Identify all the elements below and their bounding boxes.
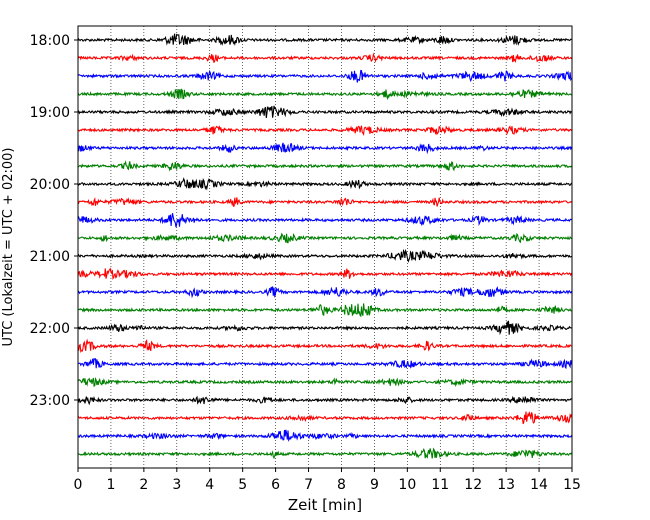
- x-tick-label: 3: [172, 477, 181, 493]
- trace-2115: [77, 267, 573, 280]
- x-tick-label: 5: [238, 477, 247, 493]
- x-tick-label: 0: [74, 477, 83, 493]
- x-tick-label: 4: [205, 477, 214, 493]
- trace-2330: [77, 429, 573, 442]
- trace-1915: [77, 125, 572, 137]
- trace-1815: [77, 52, 572, 63]
- trace-2345: [77, 447, 572, 460]
- x-tick-label: 14: [530, 477, 548, 493]
- x-axis-ticks: 0 1 2 3 4 5 6 7 8 9 10 11 12 13 14 15: [74, 468, 581, 493]
- trace-2300: [77, 395, 572, 406]
- trace-1845: [77, 88, 572, 101]
- trace-1945: [77, 160, 572, 172]
- plot-frame: [77, 25, 573, 469]
- y-axis-ticks: 18:00 19:00 20:00 21:00 22:00 23:00: [30, 33, 78, 409]
- trace-2315: [77, 411, 573, 425]
- x-tick-label: 2: [139, 477, 148, 493]
- trace-2215: [77, 338, 572, 353]
- y-tick-label: 18:00: [30, 33, 70, 49]
- trace-1800: [77, 33, 572, 46]
- trace-2130: [77, 286, 573, 299]
- trace-1930: [77, 142, 573, 155]
- x-tick-label: 1: [106, 477, 115, 493]
- y-tick-label: 22:00: [30, 321, 70, 337]
- trace-2000: [77, 177, 572, 191]
- y-axis-label: UTC (Lokalzeit = UTC + 02:00): [1, 148, 16, 347]
- x-tick-label: 7: [304, 477, 313, 493]
- x-tick-label: 11: [431, 477, 449, 493]
- trace-2145: [77, 303, 572, 318]
- x-tick-label: 8: [337, 477, 346, 493]
- x-tick-label: 12: [464, 477, 482, 493]
- x-tick-label: 9: [370, 477, 379, 493]
- trace-2045: [77, 232, 572, 244]
- trace-1830: [77, 69, 572, 83]
- x-tick-label: 6: [271, 477, 280, 493]
- seismogram-traces: [77, 33, 573, 460]
- y-tick-label: 23:00: [30, 393, 70, 409]
- x-tick-label: 10: [398, 477, 416, 493]
- x-tick-label: 15: [563, 477, 581, 493]
- trace-1900: [77, 105, 572, 119]
- x-axis-label: Zeit [min]: [288, 496, 362, 514]
- y-tick-label: 19:00: [30, 105, 70, 121]
- y-tick-label: 21:00: [30, 249, 70, 265]
- trace-2100: [77, 248, 572, 263]
- trace-2200: [77, 320, 572, 336]
- trace-2245: [77, 377, 572, 388]
- trace-2015: [77, 196, 572, 207]
- trace-2230: [77, 358, 573, 370]
- trace-2030: [77, 213, 572, 228]
- y-tick-label: 20:00: [30, 177, 70, 193]
- x-tick-label: 13: [497, 477, 515, 493]
